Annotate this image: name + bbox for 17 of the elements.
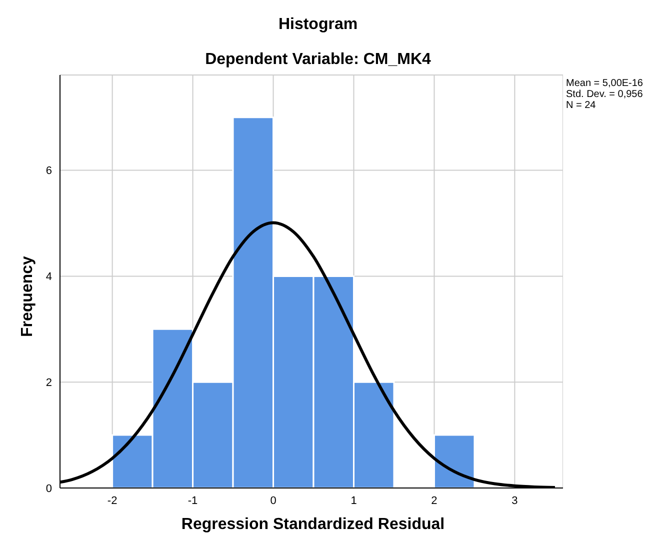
chart-subtitle: Dependent Variable: CM_MK4 — [204, 51, 432, 69]
y-tick-label: 2 — [46, 377, 52, 390]
text: Std. Dev. = 0,956 — [566, 89, 643, 100]
x-tick-label: -1 — [188, 494, 198, 507]
y-tick-label: 0 — [46, 482, 52, 495]
text: Mean = 5,00E-16 — [566, 78, 643, 89]
text: N = 24 — [566, 100, 597, 111]
x-tick-label: 2 — [431, 494, 438, 507]
chart-title: Histogram — [277, 16, 359, 34]
x-tick-label: -2 — [107, 494, 118, 507]
x-tick-label: 3 — [512, 494, 518, 507]
x-tick-label: 1 — [350, 494, 357, 507]
y-tick-label: 4 — [46, 271, 52, 284]
x-tick-label: 0 — [270, 494, 276, 507]
x-axis-title: Regression Standardized Residual — [180, 516, 446, 534]
y-axis-title: Frequency — [19, 256, 37, 337]
y-tick-label: 6 — [46, 165, 52, 178]
